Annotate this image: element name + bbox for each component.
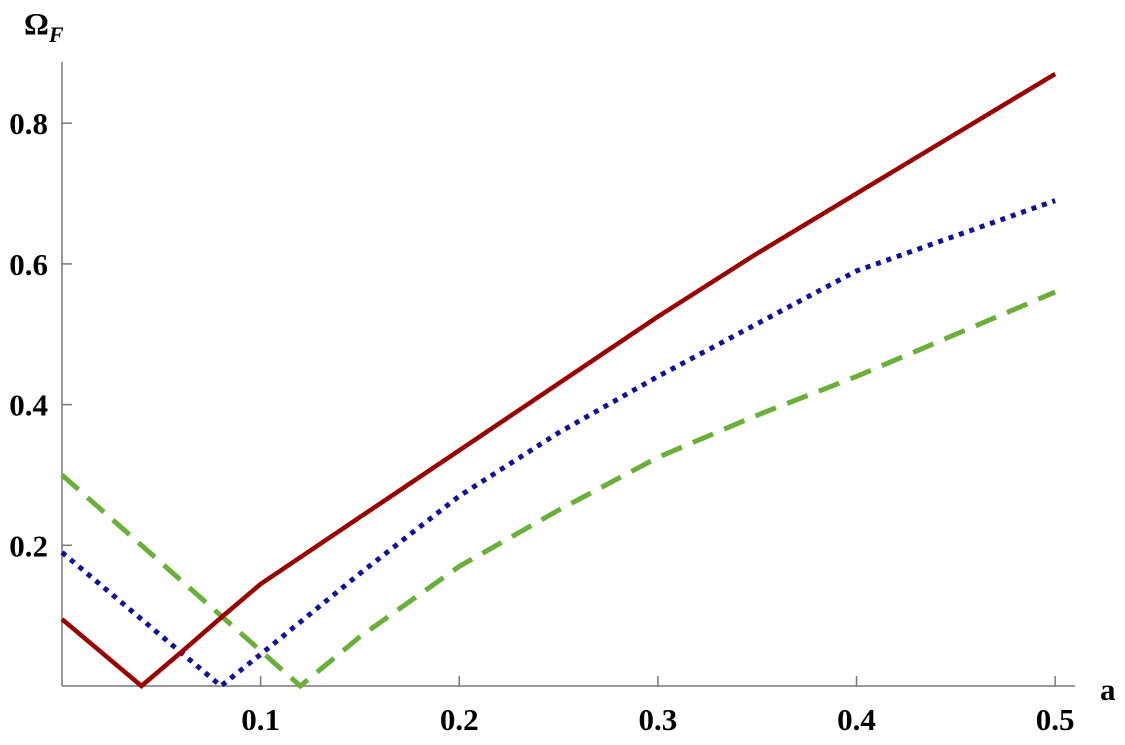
x-tick-label: 0.5	[1036, 702, 1075, 737]
y-axis-label: ΩF	[24, 6, 64, 47]
y-axis-symbol: Ω	[24, 6, 49, 41]
x-tick-label: 0.1	[241, 702, 280, 737]
y-tick-label: 0.2	[9, 528, 48, 563]
y-tick-label: 0.6	[9, 247, 48, 282]
data-line	[60, 72, 1057, 689]
x-tick-label: 0.2	[440, 702, 479, 737]
y-axis-subscript: F	[48, 22, 64, 47]
y-tick-label: 0.8	[9, 106, 48, 141]
x-tick-label: 0.4	[837, 702, 876, 737]
data-line	[60, 198, 1056, 690]
y-tick-label: 0.4	[9, 388, 48, 423]
x-tick-label: 0.3	[639, 702, 678, 737]
x-axis-label: a	[1100, 672, 1116, 707]
